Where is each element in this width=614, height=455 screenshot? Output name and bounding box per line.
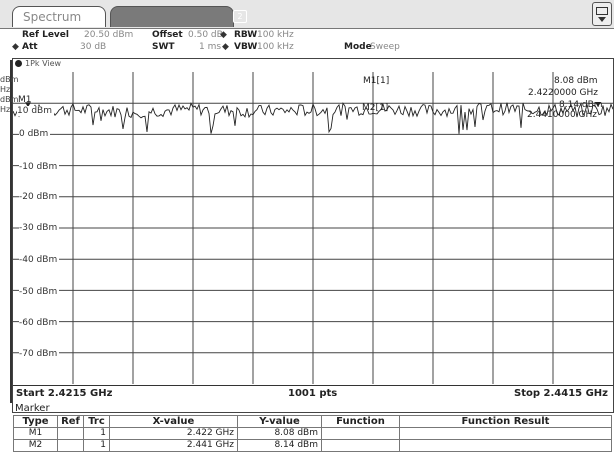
cell-x-value: 2.422 GHz — [109, 427, 238, 440]
left-strip-label: dBm — [0, 95, 19, 104]
col-header: Trc — [83, 415, 110, 428]
table-row[interactable]: M2 1 2.441 GHz 8.14 dBm — [13, 439, 612, 452]
cell-x-value: 2.441 GHz — [109, 439, 238, 452]
swt-value[interactable]: 1 ms — [199, 42, 222, 52]
cell-function — [321, 439, 400, 452]
start-frequency[interactable]: Start 2.4215 GHz — [16, 388, 113, 399]
att-coupling-icon: ◆ — [12, 42, 19, 52]
cell-type: M2 — [13, 439, 58, 452]
tab-second-number: 2 — [233, 10, 247, 23]
y-tick-label: 0 dBm — [19, 129, 51, 139]
cell-function — [321, 427, 400, 440]
marker-m1-label: M1[1] — [363, 76, 390, 86]
vbw-coupling-icon: ◆ — [222, 42, 229, 52]
marker-m1-value: 8.08 dBm — [554, 76, 598, 86]
cell-function-result — [399, 439, 612, 452]
tab-spectrum[interactable]: Spectrum — [12, 6, 106, 27]
settings-panel: Ref Level 20.50 dBm Offset 0.50 dB ◆ RBW… — [12, 29, 614, 55]
cell-ref — [57, 427, 84, 440]
y-tick-label: -50 dBm — [19, 287, 60, 297]
left-strip-label: dBm — [0, 75, 19, 84]
cell-y-value: 8.08 dBm — [237, 427, 322, 440]
marker-m2-point — [595, 102, 601, 108]
marker-m1-tag[interactable]: M1 — [18, 95, 32, 105]
y-tick-label: 10 dBm — [17, 106, 54, 116]
col-header: Ref — [57, 415, 84, 428]
left-strip-label: Hz — [0, 105, 11, 114]
y-tick-label: -10 dBm — [19, 162, 60, 172]
coupling-icon: ◆ — [220, 30, 227, 40]
cell-trc: 1 — [83, 427, 110, 440]
left-strip-label: Hz — [0, 85, 11, 94]
window-menu-icon[interactable] — [592, 2, 612, 26]
marker-table: Type Ref Trc X-value Y-value Function Fu… — [13, 415, 612, 452]
mode-label: Mode — [344, 42, 372, 52]
ref-level-label: Ref Level — [22, 30, 69, 40]
marker-m1-frequency: 2.4220000 GHz — [528, 88, 598, 98]
marker-m2-label: M2[1] — [362, 103, 389, 113]
y-tick-label: -20 dBm — [19, 192, 60, 202]
spectrum-chart — [12, 72, 614, 384]
view-title: 1Pk View — [25, 59, 62, 68]
col-header: X-value — [109, 415, 238, 428]
left-side-panel: dBm Hz dBm Hz — [0, 60, 18, 403]
table-row[interactable]: M1 1 2.422 GHz 8.08 dBm — [13, 427, 612, 440]
y-tick-label: -30 dBm — [19, 223, 60, 233]
vbw-label: VBW — [234, 42, 258, 52]
col-header: Function Result — [399, 415, 612, 428]
marker-table-header: Type Ref Trc X-value Y-value Function Fu… — [13, 415, 612, 428]
y-tick-label: -60 dBm — [19, 318, 60, 328]
stop-frequency[interactable]: Stop 2.4415 GHz — [514, 388, 608, 399]
ref-level-value[interactable]: 20.50 dBm — [84, 30, 134, 40]
cell-trc: 1 — [83, 439, 110, 452]
vbw-value[interactable]: 100 kHz — [257, 42, 294, 52]
cell-function-result — [399, 427, 612, 440]
tab-bar: Spectrum 2 — [0, 0, 614, 29]
cell-y-value: 8.14 dBm — [237, 439, 322, 452]
rbw-label: RBW — [234, 30, 258, 40]
view-header: 1Pk View — [13, 59, 613, 71]
col-header: Function — [321, 415, 400, 428]
marker-table-title: Marker — [15, 403, 50, 414]
mode-value[interactable]: Sweep — [370, 42, 400, 52]
y-tick-label: -70 dBm — [19, 349, 60, 359]
cell-type: M1 — [13, 427, 58, 440]
marker-table-panel: Marker Type Ref Trc X-value Y-value Func… — [13, 403, 614, 452]
marker-m2-value: 8.14 dBm — [559, 100, 603, 110]
view-indicator-icon — [15, 60, 22, 67]
sweep-points[interactable]: 1001 pts — [288, 388, 338, 399]
plot-footer: Start 2.4215 GHz 1001 pts Stop 2.4415 GH… — [13, 385, 613, 403]
offset-label: Offset — [152, 30, 183, 40]
tab-spectrum-label: Spectrum — [23, 10, 82, 24]
offset-value[interactable]: 0.50 dB — [188, 30, 223, 40]
marker-m2-frequency: 2.4410000 GHz — [527, 110, 597, 120]
y-tick-label: -40 dBm — [19, 255, 60, 265]
col-header: Y-value — [237, 415, 322, 428]
cell-ref — [57, 439, 84, 452]
att-label: Att — [22, 42, 38, 52]
spectrum-plot[interactable]: 10 dBm 0 dBm -10 dBm -20 dBm -30 dBm -40… — [12, 72, 614, 384]
rbw-value[interactable]: 100 kHz — [257, 30, 294, 40]
att-value[interactable]: 30 dB — [80, 42, 107, 52]
marker-m1-point — [25, 102, 31, 108]
tab-second[interactable]: 2 — [110, 6, 247, 27]
trace-line — [12, 102, 614, 134]
swt-label: SWT — [152, 42, 175, 52]
col-header: Type — [13, 415, 58, 428]
